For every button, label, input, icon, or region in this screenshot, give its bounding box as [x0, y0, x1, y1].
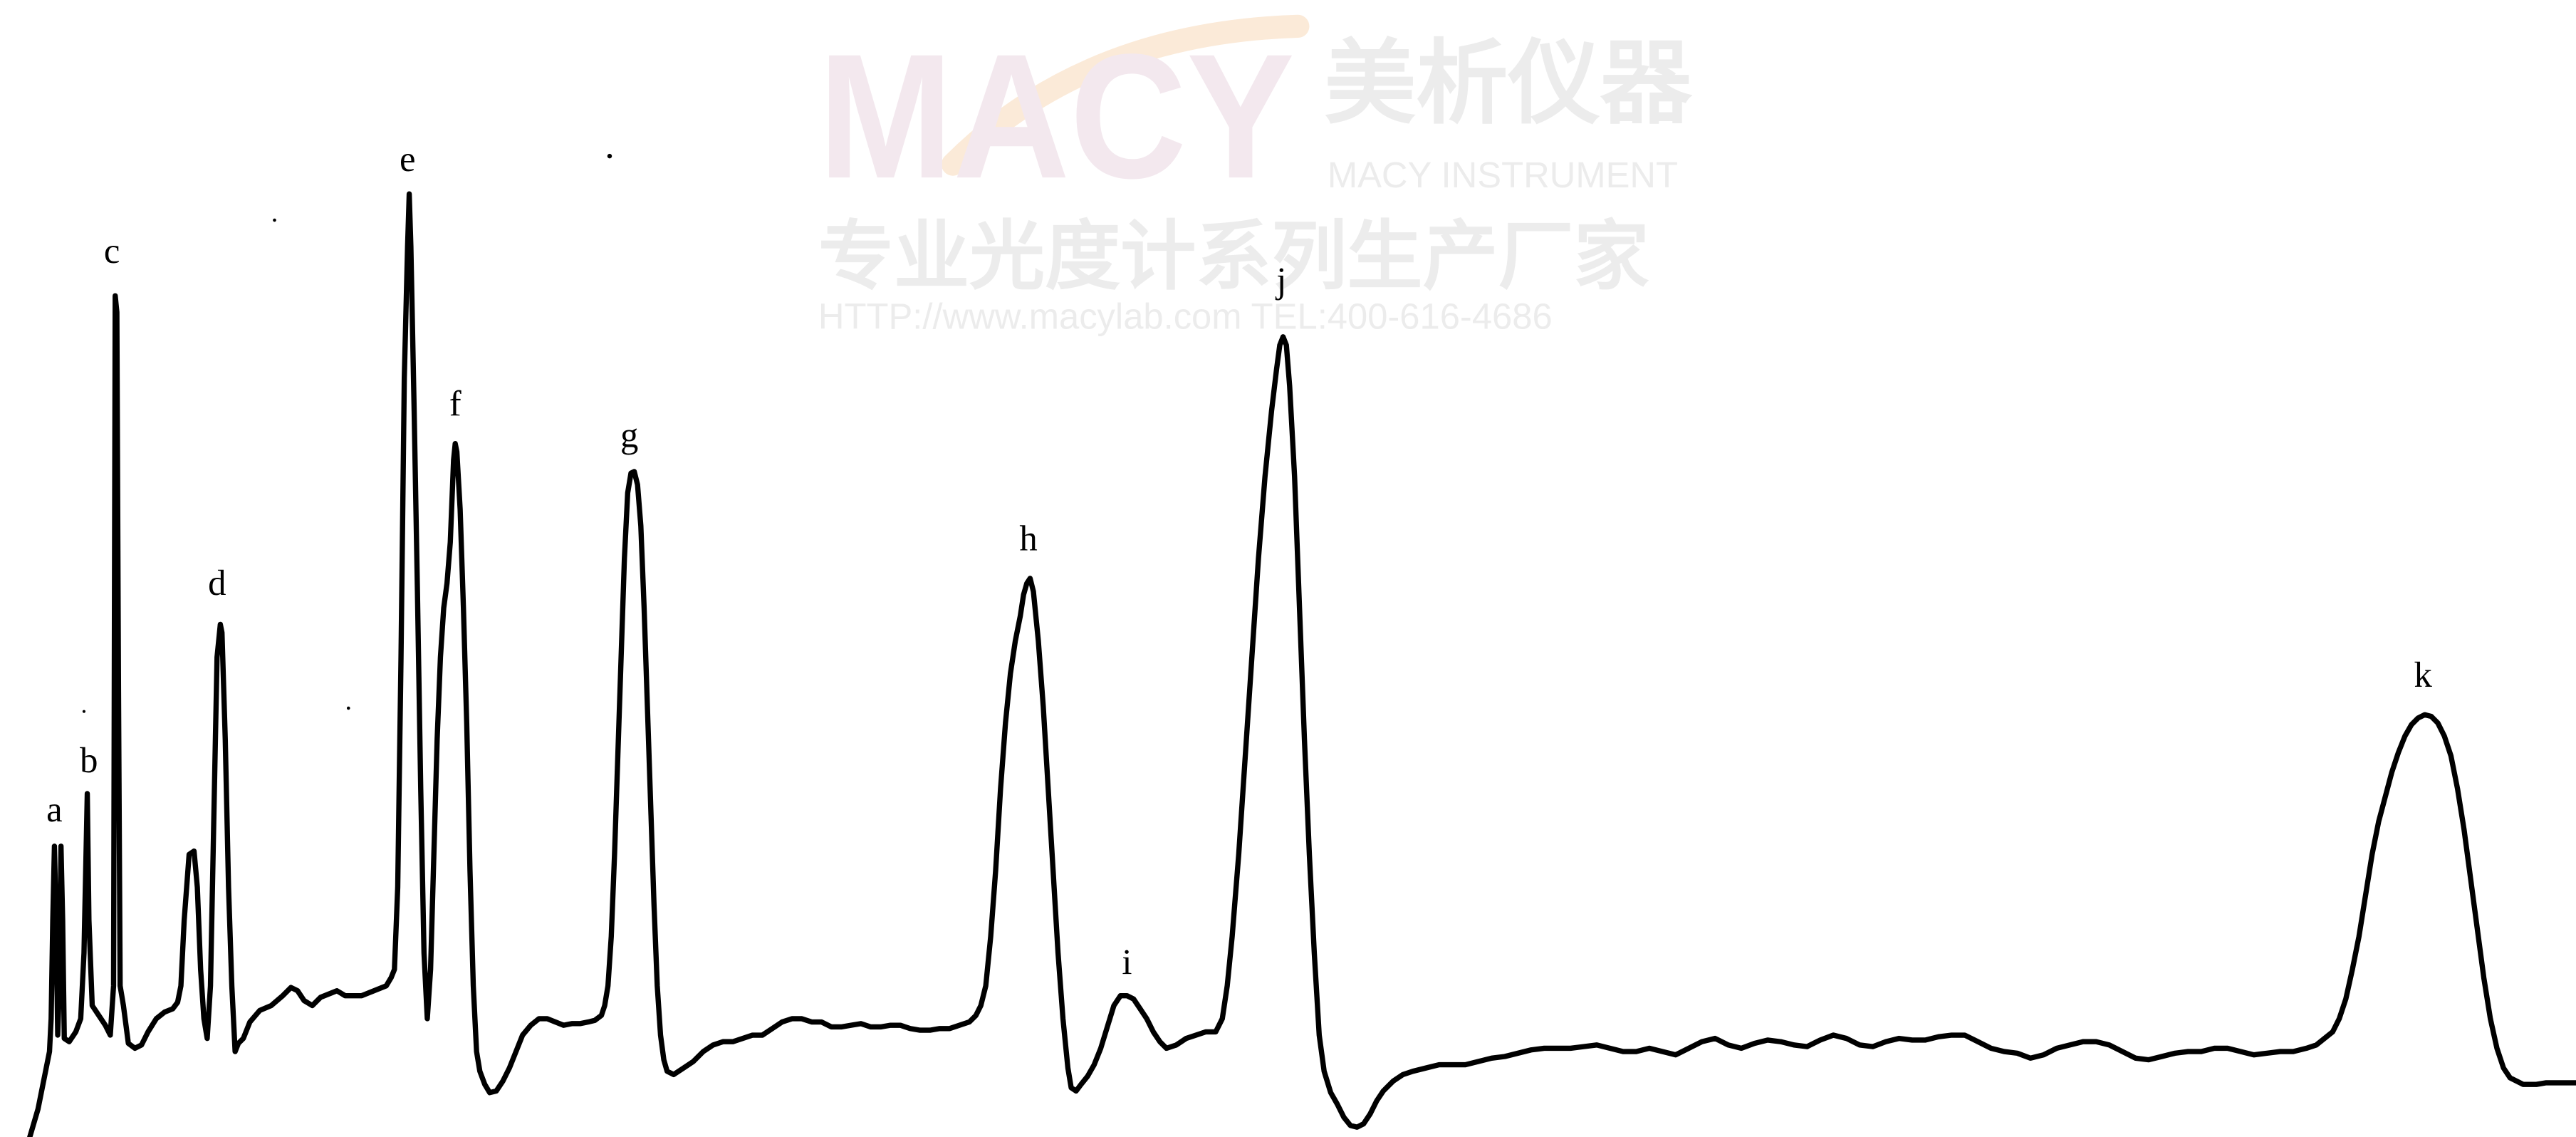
speck — [273, 218, 276, 222]
peak-label-k: k — [2414, 655, 2433, 695]
peak-label-d: d — [208, 563, 226, 603]
watermark-company-cn: 美析仪器 — [1324, 30, 1692, 137]
peak-label-i: i — [1122, 943, 1132, 982]
peak-label-h: h — [1019, 519, 1037, 559]
watermark-company-en: MACY INSTRUMENT — [1328, 155, 1678, 195]
peak-label-f: f — [449, 384, 462, 424]
speck — [607, 153, 612, 159]
chromatogram-trace — [27, 191, 2576, 1137]
peak-label-a: a — [46, 789, 63, 829]
watermark-logo-arc — [941, 14, 1310, 176]
peak-label-c: c — [104, 231, 120, 271]
peak-label-g: g — [620, 415, 638, 455]
watermark-logo: MACY — [818, 17, 1295, 215]
speck — [82, 710, 86, 713]
peak-label-j: j — [1275, 261, 1286, 301]
peak-label-e: e — [400, 139, 416, 179]
watermark: MACY 美析仪器 MACY INSTRUMENT 专业光度计系列生产厂家 HT… — [818, 14, 1693, 336]
peak-label-b: b — [80, 740, 98, 780]
peak-labels: ab c d e f g h i j k — [46, 139, 2432, 982]
scan-specks — [82, 153, 612, 713]
trace-layer — [27, 191, 2576, 1137]
watermark-slogan: 专业光度计系列生产厂家 — [818, 214, 1649, 301]
watermark-contact: HTTP://www.macylab.com TEL:400-616-4686 — [818, 296, 1553, 336]
speck — [346, 706, 350, 710]
